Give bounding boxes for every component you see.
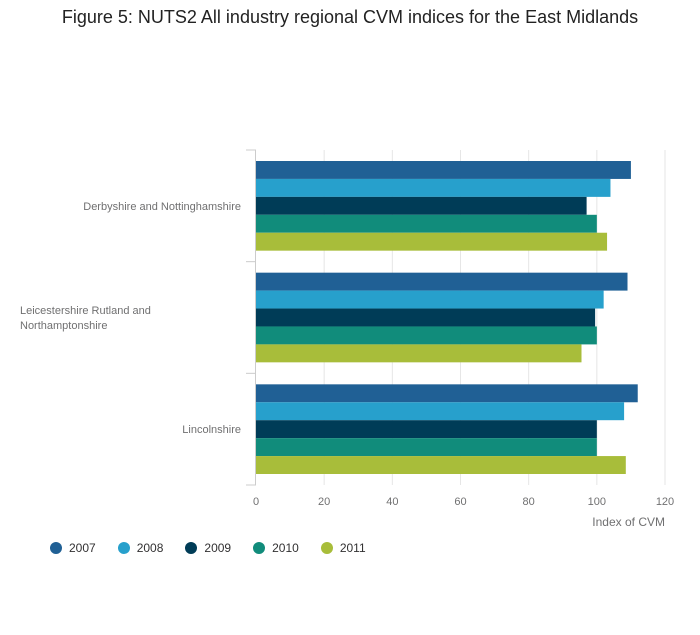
bar [256, 456, 626, 474]
bar [256, 196, 587, 215]
legend: 2007 2008 2009 2010 2011 [50, 541, 388, 555]
bar [256, 272, 628, 291]
bar [256, 402, 625, 421]
bar [256, 344, 582, 363]
legend-label: 2008 [136, 541, 164, 555]
x-tick-label: 0 [253, 496, 259, 508]
category-label: Derbyshire and Nottinghamshire [83, 201, 241, 213]
legend-label: 2011 [339, 541, 366, 555]
legend-item[interactable]: 2007 [50, 541, 96, 555]
category-label: Leicestershire Rutland and [20, 305, 151, 317]
bar [256, 232, 608, 251]
bar [256, 308, 596, 327]
bar [256, 178, 611, 197]
legend-label: 2007 [69, 541, 96, 555]
legend-item[interactable]: 2010 [253, 541, 299, 555]
bar [256, 420, 597, 439]
legend-item[interactable]: 2008 [117, 541, 164, 555]
bar [256, 438, 597, 457]
bar [256, 290, 604, 309]
bar [256, 384, 638, 403]
x-tick-label: 100 [588, 496, 606, 508]
bar [256, 326, 597, 345]
legend-marker [253, 542, 266, 554]
legend-marker [117, 542, 130, 554]
bar [256, 214, 597, 233]
legend-marker [185, 542, 198, 554]
x-axis-title: Index of CVM [592, 515, 665, 529]
bar [256, 161, 631, 179]
x-tick-label: 40 [386, 496, 398, 508]
category-label: Northamptonshire [20, 320, 107, 332]
legend-item[interactable]: 2009 [185, 541, 231, 555]
legend-item[interactable]: 2011 [320, 541, 366, 555]
legend-marker [50, 542, 62, 554]
x-tick-label: 80 [523, 496, 535, 508]
x-tick-label: 60 [454, 496, 466, 508]
x-tick-label: 20 [318, 496, 330, 508]
category-label: Lincolnshire [182, 424, 241, 436]
chart-title: Figure 5: NUTS2 All industry regional CV… [61, 7, 639, 27]
x-tick-label: 120 [656, 496, 674, 508]
legend-marker [320, 542, 333, 554]
legend-label: 2010 [272, 541, 299, 555]
legend-label: 2009 [204, 541, 232, 555]
